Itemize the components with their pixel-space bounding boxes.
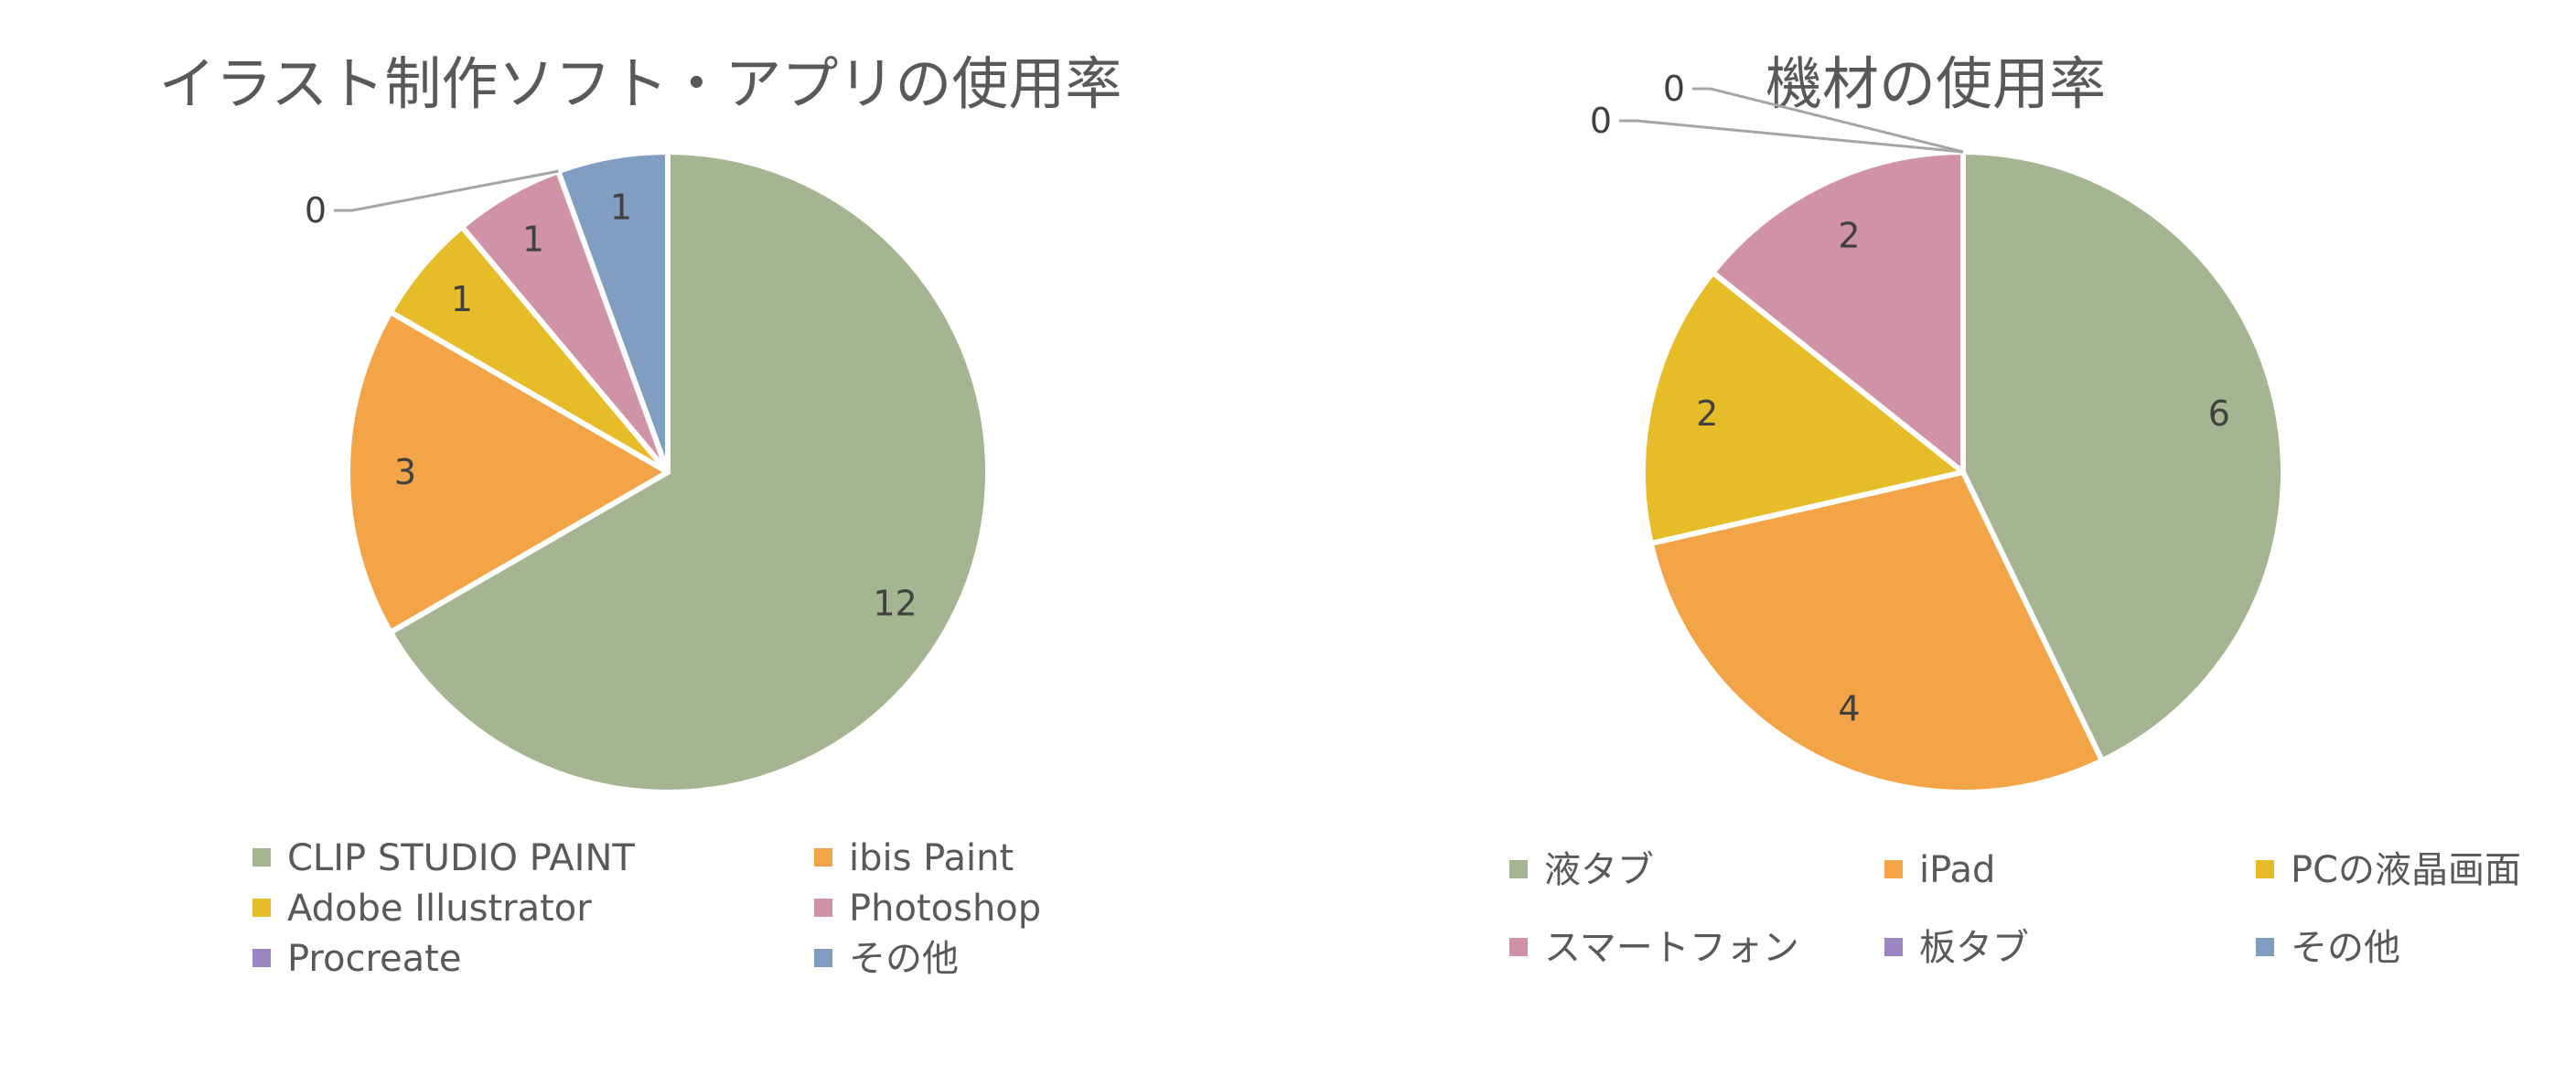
data-labels: 12 3 1 1 0 1 [305,187,918,623]
pie-slice-1 [1960,149,2286,764]
legend-item-6: その他 [814,938,959,980]
pie-slice-6 [555,149,671,475]
pie-slices [1640,149,2286,795]
data-label-4: 2 [1838,215,1860,255]
legend-label: PCの液晶画面 [2291,849,2521,891]
data-label-3: 1 [451,279,473,319]
legend-item-3: PCの液晶画面 [2256,849,2521,891]
legend-label: その他 [2291,927,2400,969]
legend-swatch [252,899,271,917]
legend-item-5: 板タブ [1884,927,2029,969]
legend-label: Adobe Illustrator [287,888,592,930]
data-label-2: 4 [1838,689,1860,729]
legend-item-4: Photoshop [814,888,1041,930]
legend-label: 板タブ [1919,927,2029,969]
legend-label: Photoshop [849,888,1041,930]
legend-item-1: 液タブ [1509,849,1654,891]
legend-item-2: ibis Paint [814,837,1014,879]
legend-label: 液タブ [1544,849,1654,891]
data-label-5: 0 [305,190,327,231]
legend-swatch [1884,860,1903,878]
legend-swatch [1509,860,1528,878]
data-label-5: 0 [1590,101,1612,141]
legend-item-4: スマートフォン [1509,927,1799,969]
leader-line-5 [334,169,559,212]
data-label-1: 6 [2208,393,2230,434]
pie-slice-2 [1648,469,2105,795]
pie-slice-4 [1710,149,1966,475]
legend-swatch [252,848,271,867]
pie-slice-2 [345,309,671,635]
legend-label: CLIP STUDIO PAINT [287,837,635,879]
data-label-1: 12 [873,584,917,624]
legend-item-5: Procreate [252,938,461,980]
legend-swatch [2256,860,2274,878]
legend-swatch [814,899,832,917]
legend-item-3: Adobe Illustrator [252,888,592,930]
pie-slice-1 [387,149,991,795]
chart-title: 機材の使用率 [1766,50,2106,117]
data-label-3: 2 [1696,393,1718,434]
leader-lines [1619,87,1964,154]
legend-swatch [1509,938,1528,956]
pie-slice-3 [1640,269,1966,546]
leader-lines [334,169,559,212]
legend-label: その他 [849,938,959,980]
data-label-4: 1 [522,219,544,259]
legend: CLIP STUDIO PAINT ibis Paint Adobe Illustr… [252,837,1041,980]
leader-line-6 [1692,87,1964,154]
legend-item-1: CLIP STUDIO PAINT [252,837,635,879]
legend-item-6: その他 [2256,927,2400,969]
pie-chart-software: イラスト制作ソフト・アプリの使用率 12 3 1 1 0 1 CLIP STUDIO PA… [159,50,1122,980]
data-labels: 6 4 2 2 0 0 [1590,69,2230,729]
legend-label: ibis Paint [849,837,1014,879]
legend-swatch [2256,938,2274,956]
pie-slices [345,149,991,795]
data-label-6: 1 [610,187,632,227]
legend-swatch [1884,938,1903,956]
legend-swatch [814,848,832,867]
legend-swatch [814,949,832,967]
leader-line-5 [1619,119,1964,154]
legend-label: スマートフォン [1544,927,1799,969]
legend-label: Procreate [287,938,461,980]
data-label-2: 3 [394,452,416,492]
legend-item-2: iPad [1884,849,1995,891]
chart-title: イラスト制作ソフト・アプリの使用率 [159,50,1122,117]
legend-swatch [252,949,271,967]
data-label-6: 0 [1663,69,1685,109]
legend-label: iPad [1919,849,1995,891]
